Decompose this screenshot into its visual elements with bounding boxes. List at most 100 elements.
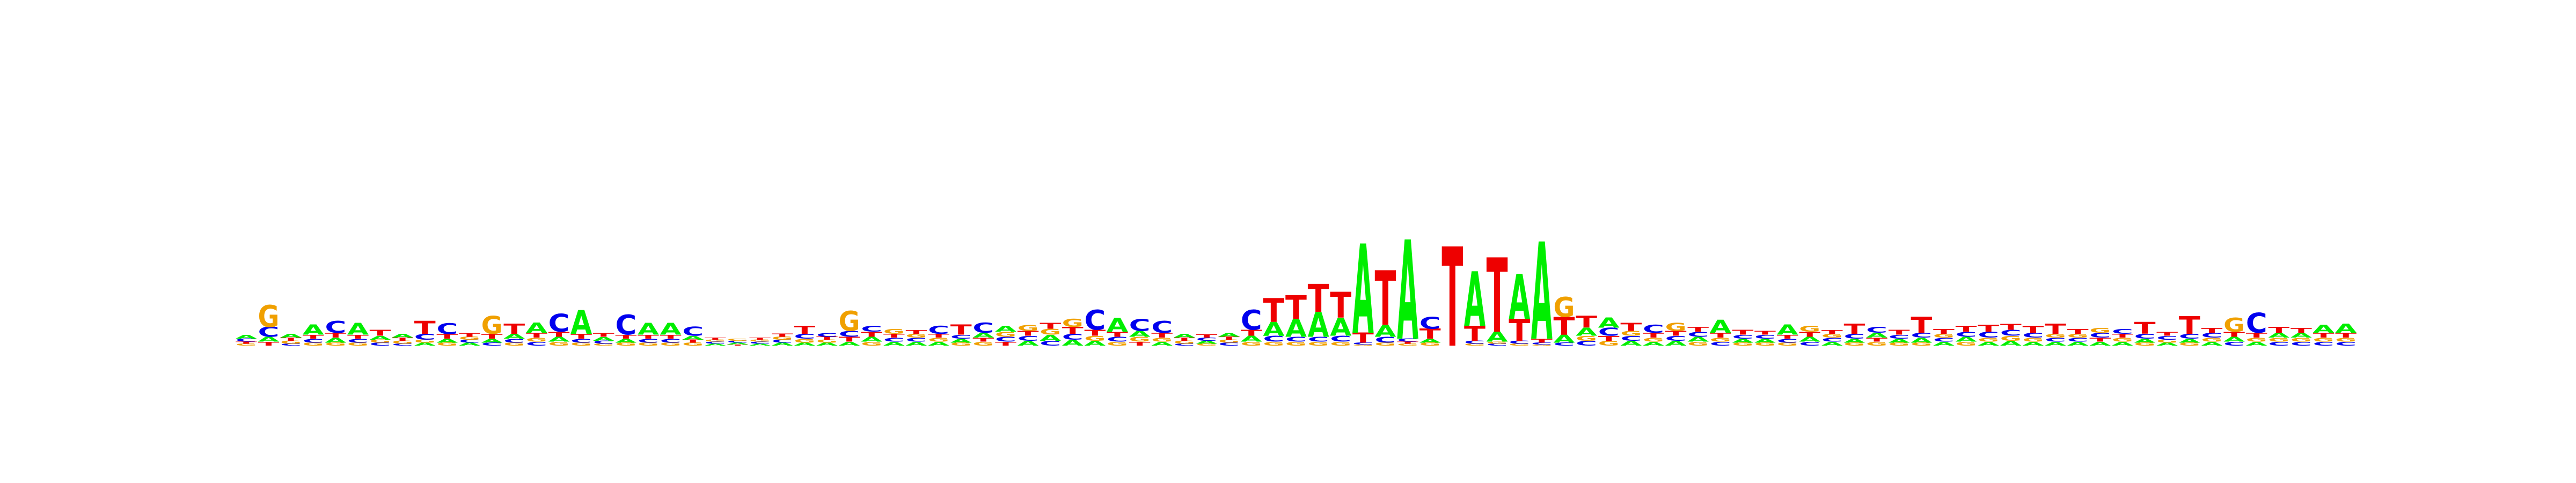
logo-letter-T: T xyxy=(2023,324,2045,335)
logo-letter-A: A xyxy=(1129,329,1151,339)
logo-letter-A: A xyxy=(1018,339,1039,347)
logo-letter-A: A xyxy=(414,342,436,347)
logo-letter-G: G xyxy=(503,342,525,347)
logo-letter-T: T xyxy=(570,332,592,340)
logo-letter-C: C xyxy=(280,343,302,346)
logo-letter-T: T xyxy=(2335,332,2357,340)
logo-letter-A: A xyxy=(2179,338,2200,344)
logo-letter-C: C xyxy=(1665,334,1687,342)
logo-letter-A: A xyxy=(2156,342,2178,347)
logo-letter-T: T xyxy=(794,324,815,336)
logo-letter-A: A xyxy=(1285,314,1307,342)
logo-letter-C: C xyxy=(1151,318,1173,336)
logo-letter-T: T xyxy=(236,341,258,345)
logo-letter-G: G xyxy=(2290,336,2312,343)
logo-letter-T: T xyxy=(347,334,369,340)
logo-letter-C: C xyxy=(2045,337,2066,343)
logo-letter-A: A xyxy=(548,335,570,343)
logo-letter-A: A xyxy=(1866,331,1887,339)
logo-letter-T: T xyxy=(2156,331,2178,337)
logo-letter-A: A xyxy=(2045,340,2066,347)
logo-letter-G: G xyxy=(570,342,592,347)
logo-letter-C: C xyxy=(1196,337,1218,342)
logo-letter-T: T xyxy=(2134,319,2156,338)
logo-letter-C: C xyxy=(303,338,324,344)
logo-letter-T: T xyxy=(2067,327,2089,335)
logo-letter-G: G xyxy=(2268,336,2289,343)
logo-letter-A: A xyxy=(749,343,771,346)
logo-letter-A: A xyxy=(1375,321,1396,340)
logo-letter-T: T xyxy=(1866,336,1887,343)
logo-letter-A: A xyxy=(2335,321,2357,335)
logo-letter-T: T xyxy=(1643,332,1664,340)
logo-letter-G: G xyxy=(325,342,346,347)
logo-letter-A: A xyxy=(347,320,369,339)
logo-letter-C: C xyxy=(2201,332,2222,340)
logo-letter-T: T xyxy=(2089,336,2111,343)
logo-letter-G: G xyxy=(526,336,547,343)
logo-letter-G: G xyxy=(1464,343,1485,346)
logo-letter-G: G xyxy=(660,342,682,347)
logo-letter-G: G xyxy=(1844,342,1865,347)
logo-letter-G: G xyxy=(816,339,838,344)
logo-letter-A: A xyxy=(950,338,972,344)
logo-letter-T: T xyxy=(593,332,614,338)
logo-letter-A: A xyxy=(1732,338,1753,344)
logo-letter-G: G xyxy=(1978,336,1999,343)
logo-letter-C: C xyxy=(660,338,682,344)
logo-letter-G: G xyxy=(481,311,503,340)
logo-letter-T: T xyxy=(1419,326,1441,342)
logo-letter-C: C xyxy=(1844,333,1865,341)
logo-letter-C: C xyxy=(772,339,793,344)
logo-letter-G: G xyxy=(1889,342,1910,347)
logo-letter-C: C xyxy=(1375,335,1396,345)
logo-letter-G: G xyxy=(861,341,882,347)
logo-letter-A: A xyxy=(1978,340,1999,347)
logo-letter-A: A xyxy=(1844,338,1865,344)
logo-letter-G: G xyxy=(1084,334,1106,342)
logo-letter-A: A xyxy=(861,335,882,343)
logo-letter-G: G xyxy=(1956,341,1977,347)
logo-letter-G: G xyxy=(347,342,369,347)
logo-letter-T: T xyxy=(1018,330,1039,338)
logo-letter-G: G xyxy=(1397,343,1418,346)
logo-letter-T: T xyxy=(660,334,682,340)
logo-letter-G: G xyxy=(1196,343,1218,346)
logo-letter-T: T xyxy=(1687,325,1709,333)
logo-letter-G: G xyxy=(705,339,726,342)
logo-letter-C: C xyxy=(1464,340,1485,345)
logo-letter-C: C xyxy=(928,324,949,336)
logo-letter-C: C xyxy=(705,341,726,345)
logo-letter-T: T xyxy=(1598,334,1620,342)
logo-letter-G: G xyxy=(459,336,480,341)
logo-letter-A: A xyxy=(1330,313,1351,341)
logo-letter-T: T xyxy=(2112,333,2133,339)
logo-letter-G: G xyxy=(749,339,771,342)
logo-letter-G: G xyxy=(2023,336,2044,343)
